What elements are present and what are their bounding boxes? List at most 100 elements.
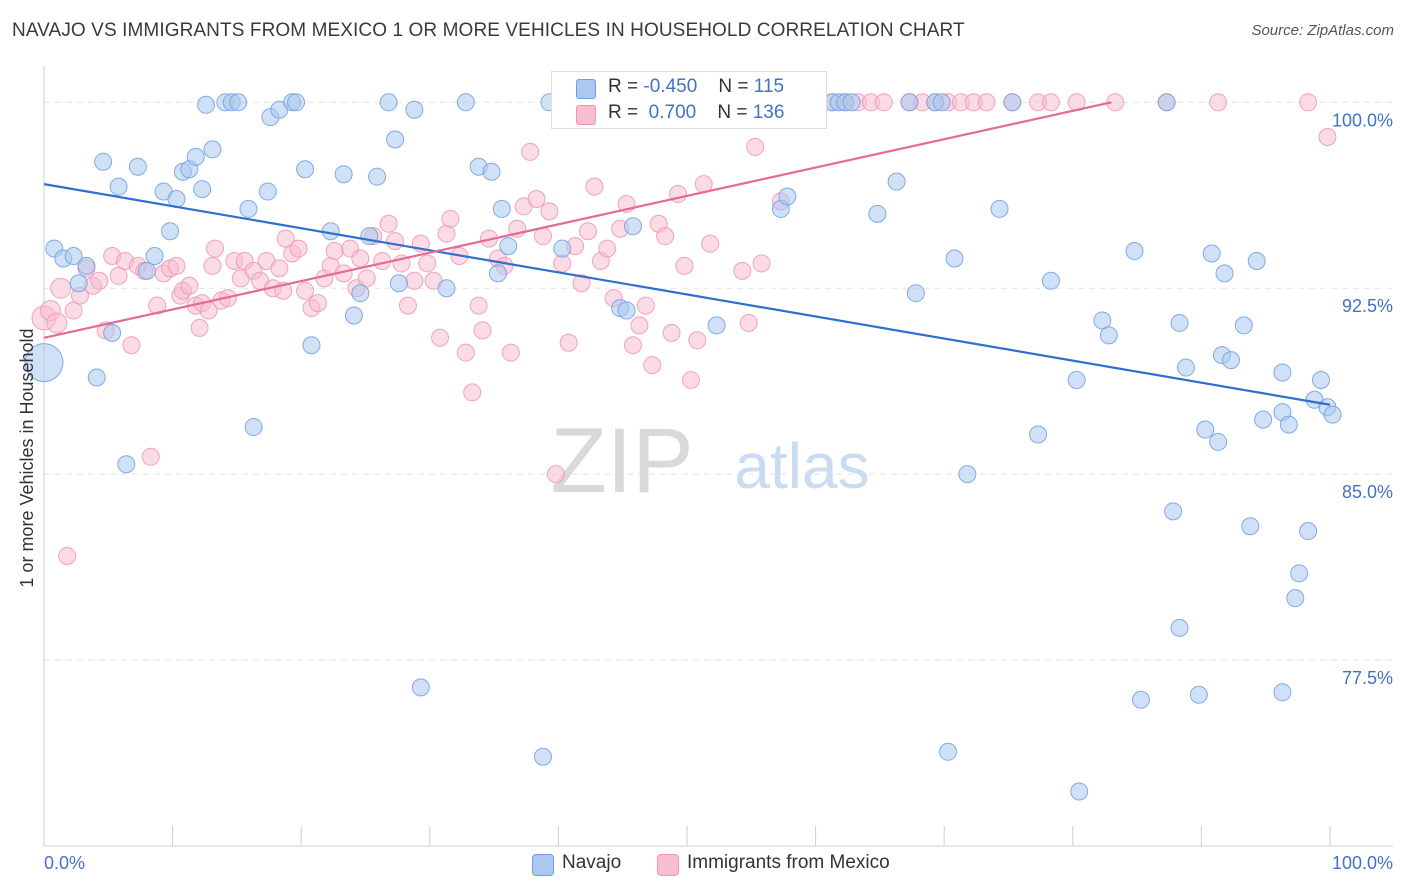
mexico-point: [643, 356, 662, 375]
navajo-point: [103, 323, 122, 342]
mexico-point: [190, 318, 209, 337]
legend-mexico-n: 136: [752, 102, 785, 123]
navajo-point: [386, 130, 405, 149]
navajo-legend-label: Navajo: [562, 852, 622, 873]
mexico-point: [296, 281, 315, 300]
navajo-point: [778, 187, 797, 206]
mexico-point: [546, 465, 565, 484]
navajo-point: [1099, 326, 1118, 345]
mexico-point: [701, 234, 720, 253]
navajo-swatch: [576, 79, 596, 99]
mexico-point: [122, 336, 141, 355]
navajo-points: [24, 93, 1342, 801]
x-tick-label-max: 100.0%: [1332, 853, 1393, 873]
navajo-point: [161, 222, 180, 241]
navajo-point: [1311, 370, 1330, 389]
navajo-point: [302, 336, 321, 355]
watermark-atlas: atlas: [734, 430, 869, 502]
mexico-point: [874, 93, 893, 112]
mexico-point: [688, 331, 707, 350]
mexico-point: [46, 312, 68, 334]
navajo-point: [553, 239, 572, 258]
mexico-point: [308, 294, 327, 313]
navajo-point: [1254, 410, 1273, 429]
mexico-point: [1041, 93, 1060, 112]
navajo-point: [239, 199, 258, 218]
mexico-point: [585, 177, 604, 196]
navajo-point: [1176, 358, 1195, 377]
legend-r-label: R =: [608, 102, 639, 123]
mexico-point: [752, 254, 771, 273]
navajo-point: [887, 172, 906, 191]
mexico-point: [746, 137, 765, 156]
mexico-point: [463, 383, 482, 402]
mexico-point: [559, 333, 578, 352]
mexico-point: [636, 296, 655, 315]
navajo-point: [1323, 405, 1342, 424]
y-tick-label-0: 100.0%: [1332, 110, 1393, 130]
legend-navajo-n: 115: [753, 76, 785, 97]
mexico-point: [456, 343, 475, 362]
mexico-point: [527, 189, 546, 208]
y-tick-label-3: 77.5%: [1342, 668, 1393, 688]
mexico-point: [469, 296, 488, 315]
mexico-point: [1209, 93, 1228, 112]
axes: [43, 66, 1393, 847]
navajo-point: [1170, 313, 1189, 332]
navajo-point: [1290, 564, 1309, 583]
navajo-point: [334, 165, 353, 184]
mexico-point: [578, 222, 597, 241]
navajo-point: [128, 157, 147, 176]
navajo-point: [499, 237, 518, 256]
mexico-point: [1299, 93, 1318, 112]
navajo-legend-swatch: [532, 854, 554, 876]
mexico-point: [206, 239, 225, 258]
navajo-point: [1286, 589, 1305, 608]
y-tick-label-1: 92.5%: [1342, 296, 1393, 316]
mexico-point: [325, 242, 344, 261]
mexico-point: [656, 227, 675, 246]
navajo-point: [405, 100, 424, 119]
navajo-point: [193, 180, 212, 199]
navajo-point: [868, 204, 887, 223]
navajo-point: [137, 261, 156, 280]
navajo-point: [1164, 502, 1183, 521]
navajo-point: [1241, 517, 1260, 536]
navajo-point: [1093, 311, 1112, 330]
navajo-point: [939, 742, 958, 761]
navajo-point: [1299, 522, 1318, 541]
navajo-point: [1234, 316, 1253, 335]
navajo-point: [379, 93, 398, 112]
navajo-point: [87, 368, 106, 387]
mexico-point: [90, 271, 109, 290]
mexico-point: [623, 336, 642, 355]
navajo-point: [287, 93, 306, 112]
navajo-point: [456, 93, 475, 112]
navajo-point: [1209, 432, 1228, 451]
mexico-point: [501, 343, 520, 362]
navajo-point: [437, 279, 456, 298]
navajo-point: [990, 199, 1009, 218]
navajo-point: [482, 162, 501, 181]
watermark-zip: ZIP: [550, 410, 693, 512]
navajo-point: [1041, 271, 1060, 290]
mexico-point: [351, 249, 370, 268]
navajo-point: [344, 306, 363, 325]
navajo-point: [958, 465, 977, 484]
navajo-point: [906, 284, 925, 303]
mexico-legend-label: Immigrants from Mexico: [687, 852, 890, 873]
correlation-legend: R = -0.450 N = 115 R = 0.700 N = 136: [551, 71, 827, 129]
mexico-point: [270, 259, 289, 278]
legend-n-label: N =: [718, 76, 749, 97]
navajo-point: [932, 93, 951, 112]
navajo-point: [64, 247, 83, 266]
mexico-point: [386, 232, 405, 251]
navajo-point: [389, 274, 408, 293]
mexico-point: [521, 142, 540, 161]
navajo-point: [1003, 93, 1022, 112]
mexico-point: [630, 316, 649, 335]
mexico-point: [681, 370, 700, 389]
mexico-legend-swatch: [657, 854, 679, 876]
navajo-point: [229, 93, 248, 112]
